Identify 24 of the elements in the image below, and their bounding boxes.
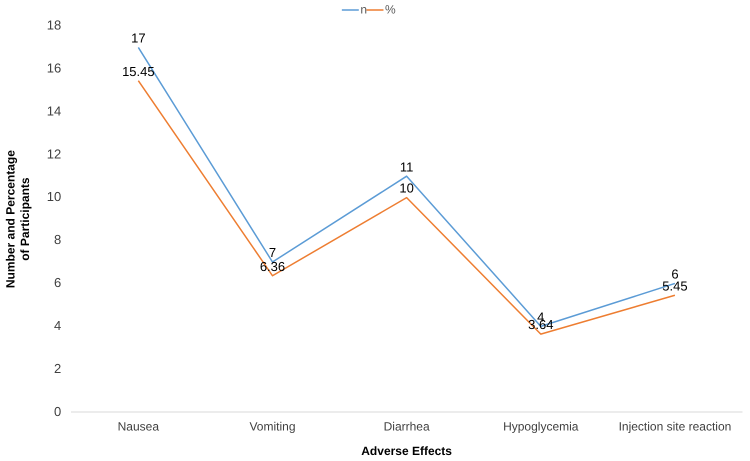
- legend-label: %: [385, 2, 396, 16]
- y-tick-label: 16: [46, 60, 62, 76]
- data-label: 10: [399, 180, 414, 196]
- data-label: 17: [131, 30, 146, 46]
- y-tick-label: 10: [46, 189, 62, 204]
- y-tick-label: 18: [46, 18, 62, 33]
- y-tick-label: 4: [54, 318, 62, 333]
- y-tick-label: 6: [54, 275, 62, 290]
- x-tick-label: Nausea: [118, 420, 160, 434]
- data-label: 15.45: [122, 64, 155, 79]
- y-tick-label: 12: [46, 146, 62, 162]
- x-tick-label: Hypoglycemia: [503, 420, 579, 434]
- data-label: 11: [400, 159, 414, 174]
- y-tick-label: 2: [54, 360, 62, 376]
- y-tick-label: 8: [54, 232, 62, 248]
- y-tick-label: 0: [54, 404, 62, 419]
- x-axis-title: Adverse Effects: [361, 444, 452, 458]
- x-tick-label: Vomiting: [249, 420, 296, 434]
- x-tick-label: Diarrhea: [384, 420, 430, 434]
- x-tick-label: Injection site reaction: [618, 420, 732, 434]
- y-axis-title: Number and Percentage of Participants: [4, 150, 32, 288]
- legend-label: n: [360, 2, 368, 16]
- y-tick-label: 14: [46, 103, 62, 118]
- data-label: 7: [268, 245, 276, 260]
